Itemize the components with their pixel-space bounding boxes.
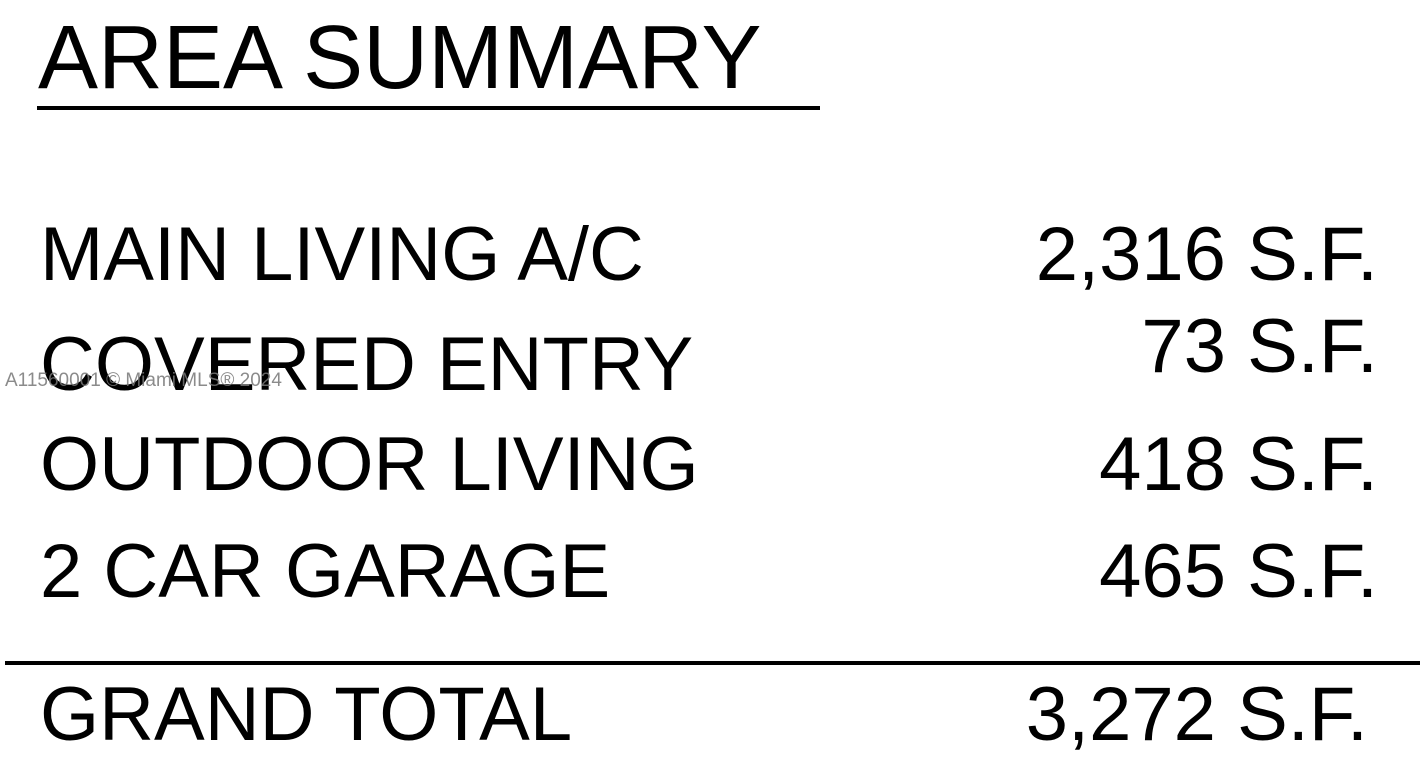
title: AREA SUMMARY (38, 8, 762, 108)
total-label: GRAND TOTAL (40, 672, 572, 757)
row-label: MAIN LIVING A/C (40, 212, 644, 297)
row-value: 465 S.F. (1099, 529, 1378, 614)
row-label: COVERED ENTRY (40, 322, 693, 407)
row-value: 73 S.F. (1141, 304, 1378, 389)
total-value: 3,272 S.F. (1026, 672, 1368, 757)
row-value: 418 S.F. (1099, 422, 1378, 507)
row-label: 2 CAR GARAGE (40, 529, 610, 614)
watermark: A11560001 © Miami MLS® 2024 (5, 370, 282, 391)
row-label: OUTDOOR LIVING (40, 422, 699, 507)
row-value: 2,316 S.F. (1036, 212, 1378, 297)
